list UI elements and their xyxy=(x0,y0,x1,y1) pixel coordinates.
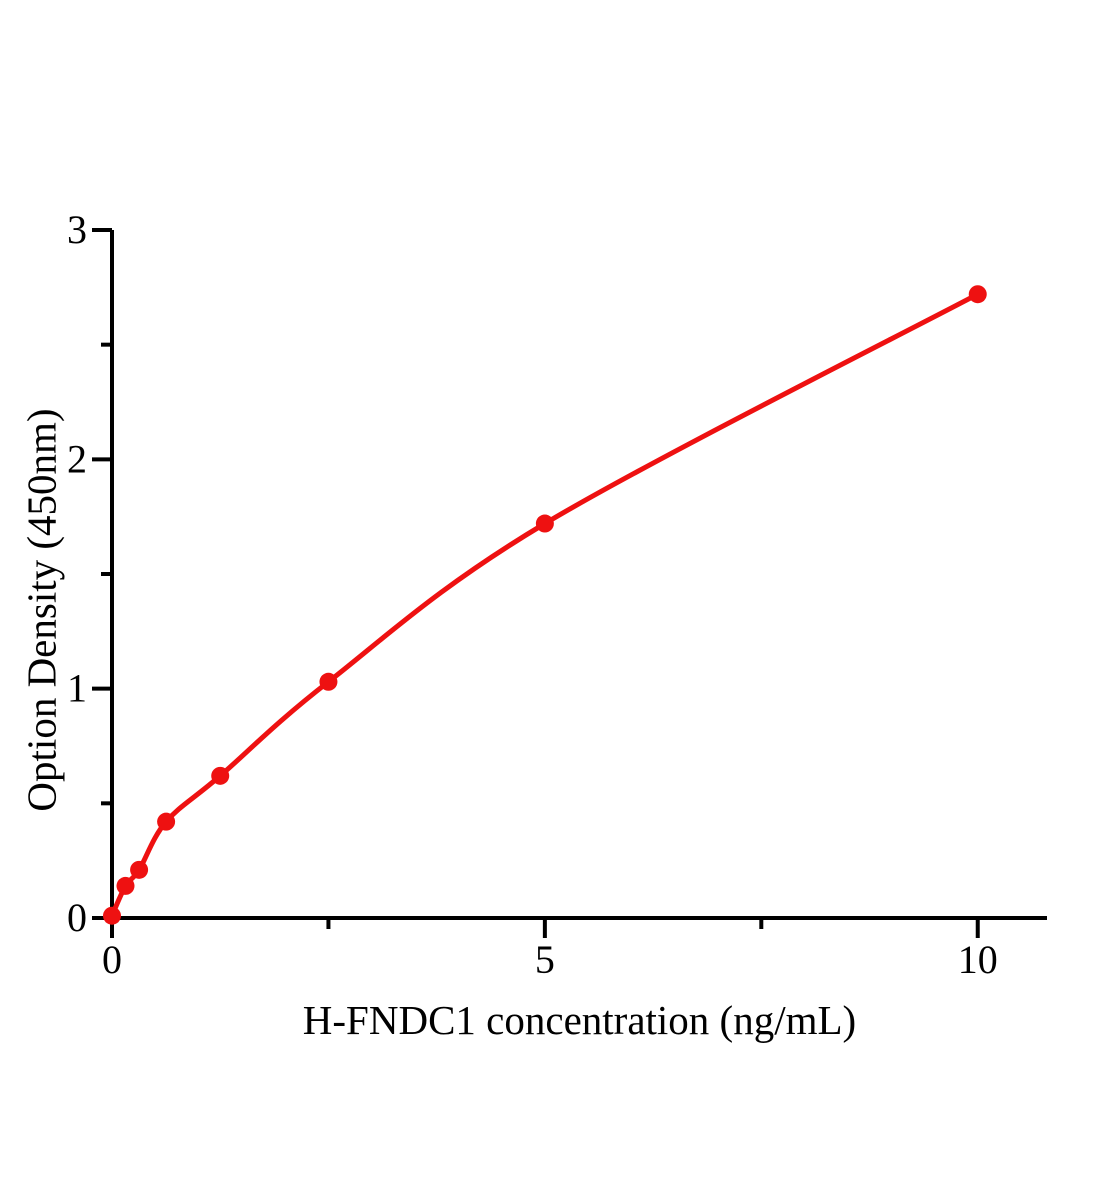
y-tick-label: 1 xyxy=(67,666,87,711)
data-point-0.156 xyxy=(116,876,135,895)
data-point-2.5 xyxy=(319,672,338,691)
data-point-1.25 xyxy=(211,766,230,785)
data-point-5 xyxy=(535,514,554,533)
data-point-0.313 xyxy=(130,860,149,879)
x-tick-label: 10 xyxy=(958,937,998,982)
x-tick-label: 0 xyxy=(102,937,122,982)
x-axis-title: H-FNDC1 concentration (ng/mL) xyxy=(302,997,857,1043)
data-point-0.625 xyxy=(157,812,176,831)
y-axis-title: Option Density (450nm) xyxy=(18,408,65,812)
x-tick-label: 5 xyxy=(535,937,555,982)
y-tick-label: 2 xyxy=(67,436,87,481)
y-tick-label: 3 xyxy=(67,207,87,252)
data-point-10 xyxy=(968,285,987,304)
y-tick-label: 0 xyxy=(67,895,87,940)
data-point-0 xyxy=(103,906,121,925)
fit-curve xyxy=(109,291,981,919)
